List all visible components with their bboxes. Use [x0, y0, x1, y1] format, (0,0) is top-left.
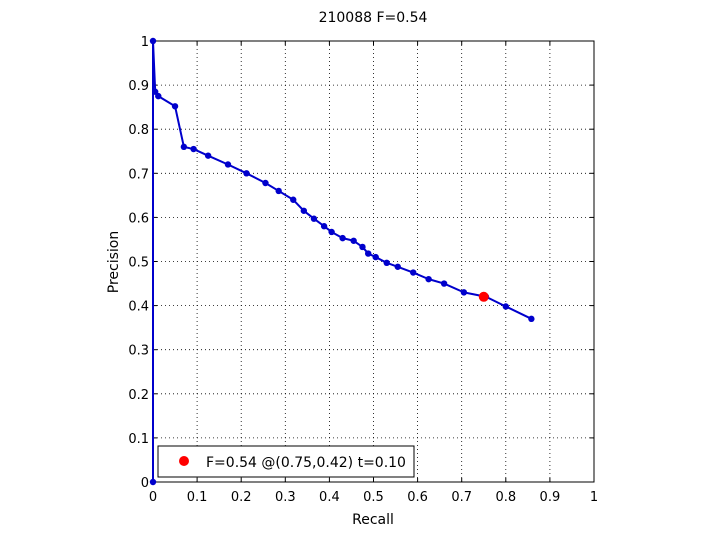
x-tick-label: 0.4	[319, 490, 340, 505]
y-tick-label: 0.8	[128, 123, 149, 138]
data-point	[149, 37, 157, 45]
legend-box	[157, 445, 415, 478]
data-point	[243, 170, 250, 177]
data-point	[394, 263, 401, 270]
x-tick-label: 0	[149, 490, 157, 505]
data-point	[383, 259, 390, 267]
data-point	[425, 275, 432, 283]
data-point	[328, 228, 335, 236]
x-tick-label: 0.5	[363, 490, 384, 505]
y-axis-label: Precision	[106, 231, 122, 293]
y-tick-label: 0.4	[128, 300, 149, 315]
grid-lines	[153, 41, 594, 482]
y-tick-label: 0.1	[128, 432, 149, 447]
data-point	[528, 315, 535, 323]
data-point	[204, 152, 212, 159]
x-axis-label: Recall	[352, 512, 394, 528]
data-point	[440, 280, 448, 287]
y-tick-label: 0.7	[128, 167, 149, 182]
data-point	[359, 243, 366, 251]
data-point	[300, 207, 308, 214]
data-point	[502, 303, 509, 310]
x-tick-label: 0.2	[231, 490, 252, 505]
data-point	[372, 253, 379, 261]
data-point	[275, 187, 282, 195]
y-tick-label: 0.5	[128, 256, 149, 271]
x-tick-label: 1	[590, 490, 598, 505]
data-point	[224, 161, 232, 168]
x-tick-label: 0.3	[275, 490, 296, 505]
data-point	[149, 478, 157, 486]
data-point	[290, 196, 297, 203]
legend: F=0.54 @(0.75,0.42) t=0.10	[157, 445, 415, 478]
data-point	[171, 103, 179, 110]
x-tick-label: 0.8	[495, 490, 516, 505]
data-point	[180, 143, 188, 151]
legend-label: F=0.54 @(0.75,0.42) t=0.10	[206, 455, 406, 471]
data-point	[190, 145, 197, 153]
best-f-marker	[478, 291, 489, 302]
data-point	[262, 179, 269, 187]
data-point	[155, 92, 162, 100]
data-point	[350, 237, 357, 244]
y-tick-label: 0.9	[128, 79, 149, 94]
y-tick-label: 0.2	[128, 388, 149, 403]
x-tick-label: 0.6	[407, 490, 428, 505]
legend-marker	[179, 456, 189, 466]
data-point	[460, 289, 468, 296]
plot-area: 0 0.1 0.2 0.3 0.4 0.5 0.6 0.7 0.8 0.9 1 0 0.1 0.2 0.3 0…	[128, 35, 598, 505]
y-tick-label: 0	[141, 476, 149, 491]
data-point	[310, 215, 318, 222]
data-point	[320, 223, 328, 230]
x-tick-label: 0.7	[451, 490, 472, 505]
x-tick-label: 0.1	[187, 490, 208, 505]
data-point	[365, 250, 372, 257]
y-tick-label: 1	[141, 35, 149, 50]
chart-title: 210088 F=0.54	[319, 10, 428, 26]
x-tick-label: 0.9	[540, 490, 561, 505]
highlight-layer	[478, 291, 489, 302]
data-point	[409, 269, 417, 276]
series-layer	[149, 37, 535, 486]
data-point	[339, 234, 346, 242]
axis-ticks: 0 0.1 0.2 0.3 0.4 0.5 0.6 0.7 0.8 0.9 1 0 0.1 0.2 0.3 0…	[128, 35, 598, 505]
y-tick-label: 0.6	[128, 211, 149, 226]
y-tick-label: 0.3	[128, 344, 149, 359]
